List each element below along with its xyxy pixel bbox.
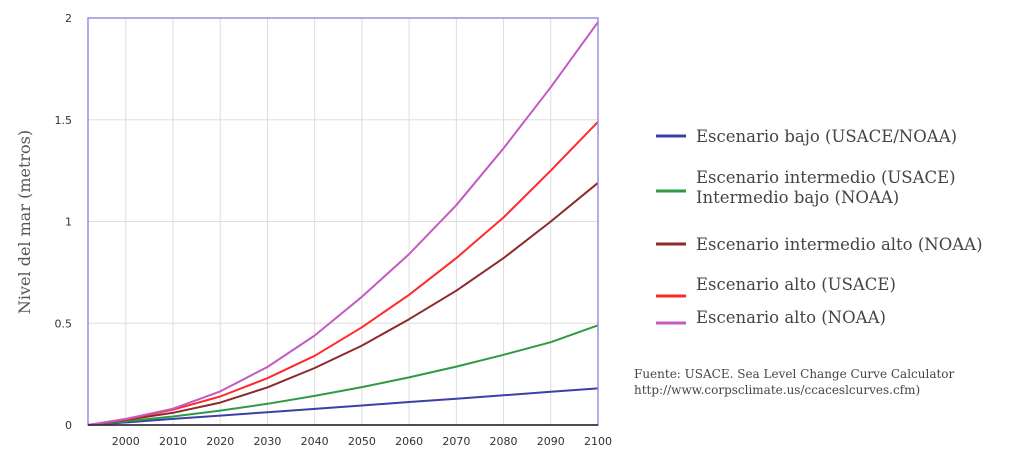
series-line-3 <box>87 182 599 426</box>
series-line-1 <box>87 387 599 426</box>
y-tick-label: 1 <box>65 216 72 229</box>
series-layer <box>87 21 599 426</box>
y-tick-label: 0 <box>65 419 72 432</box>
y-tick-labels: 0 0.5 1 1.5 2 <box>55 12 73 432</box>
x-tick-label: 2100 <box>584 435 612 448</box>
x-tick-labels: 2000 2010 2020 2030 2040 2050 2060 2070 2080 2090… <box>112 435 612 448</box>
y-tick-label: 1.5 <box>55 114 73 127</box>
x-tick-label: 2040 <box>301 435 329 448</box>
x-tick-label: 2000 <box>112 435 140 448</box>
y-tick-label: 2 <box>65 12 72 25</box>
legend-label: Escenario intermedio alto (NOAA) <box>696 235 983 254</box>
grid-layer <box>88 17 599 426</box>
x-tick-label: 2070 <box>442 435 470 448</box>
source-note: Fuente: USACE. Sea Level Change Curve Ca… <box>634 367 955 397</box>
x-tick-label: 2030 <box>253 435 281 448</box>
source-line: Fuente: USACE. Sea Level Change Curve Ca… <box>634 367 955 381</box>
legend-label: Escenario alto (NOAA) <box>696 308 886 327</box>
x-tick-label: 2020 <box>206 435 234 448</box>
legend-label: Escenario bajo (USACE/NOAA) <box>696 127 957 146</box>
legend-label: Escenario alto (USACE) <box>696 275 896 294</box>
legend-label: Intermedio bajo (NOAA) <box>696 188 899 207</box>
series-line-5 <box>87 21 599 426</box>
series-line-4 <box>87 121 599 426</box>
x-tick-label: 2060 <box>395 435 423 448</box>
source-line: http://www.corpsclimate.us/ccaceslcurves… <box>634 383 920 397</box>
x-tick-label: 2050 <box>348 435 376 448</box>
legend-label: Escenario intermedio (USACE) <box>696 168 956 187</box>
x-tick-label: 2090 <box>537 435 565 448</box>
y-axis-label: Nivel del mar (metros) <box>15 130 34 314</box>
legend: Escenario bajo (USACE/NOAA) Escenario int… <box>656 127 983 327</box>
series-line-2 <box>87 324 599 426</box>
x-tick-label: 2010 <box>159 435 187 448</box>
x-tick-label: 2080 <box>490 435 518 448</box>
y-tick-label: 0.5 <box>55 317 73 330</box>
